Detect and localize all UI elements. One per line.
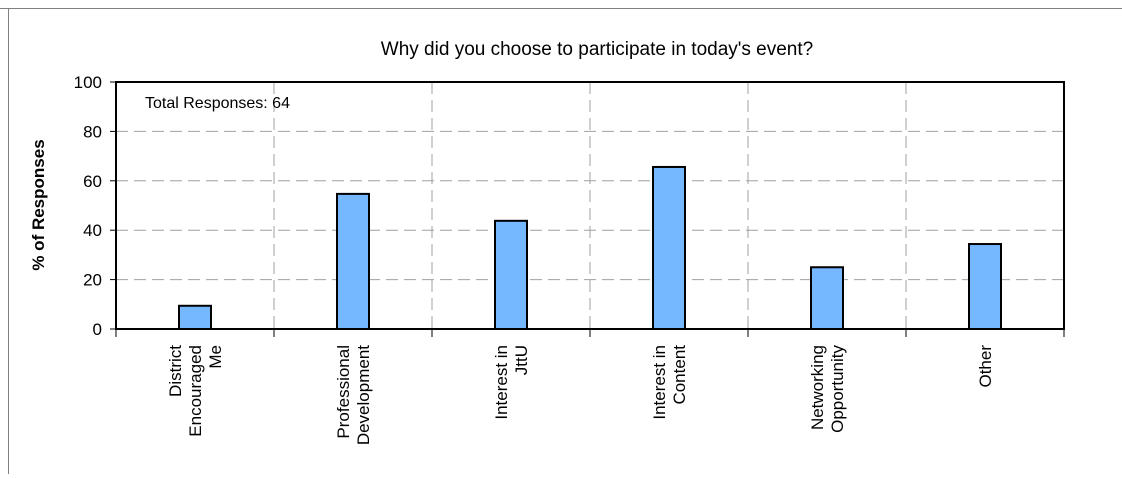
y-tick-label: 0 bbox=[93, 320, 102, 339]
x-category-label: Professional Development bbox=[334, 345, 373, 445]
x-category-label-line: Development bbox=[354, 345, 373, 445]
y-tick-label: 40 bbox=[83, 221, 102, 240]
y-tick-label: 60 bbox=[83, 172, 102, 191]
y-tick-label: 100 bbox=[74, 73, 102, 92]
total-responses-annotation: Total Responses: 64 bbox=[145, 95, 290, 112]
bar bbox=[810, 266, 844, 330]
x-category-label: Other bbox=[976, 345, 995, 388]
x-category-label: Interest in Content bbox=[650, 345, 689, 420]
y-tick-labels: 0 20 40 60 80 100 bbox=[74, 73, 102, 339]
bar bbox=[336, 192, 370, 330]
y-tick-label: 80 bbox=[83, 122, 102, 141]
x-category-label-line: Interest in bbox=[492, 345, 511, 420]
x-category-label-line: Encouraged bbox=[186, 345, 205, 437]
y-tick-label: 20 bbox=[83, 271, 102, 290]
x-category-label-line: Interest in bbox=[650, 345, 669, 420]
axes bbox=[110, 81, 1065, 337]
x-category-label: Networking Opportunity bbox=[808, 345, 847, 433]
x-category-label: Interest in JttU bbox=[492, 345, 531, 420]
x-category-label: District Encouraged Me bbox=[166, 345, 225, 437]
y-axis-label: % of Responses bbox=[29, 139, 48, 270]
bar bbox=[494, 219, 528, 330]
bar bbox=[178, 304, 212, 331]
x-category-label-line: District bbox=[166, 345, 185, 397]
bar bbox=[968, 243, 1002, 330]
x-category-label-line: Content bbox=[670, 345, 689, 405]
plot-area-border bbox=[115, 81, 1065, 330]
gridlines bbox=[116, 82, 1064, 329]
bar bbox=[652, 165, 686, 330]
chart-title: Why did you choose to participate in tod… bbox=[381, 39, 813, 60]
x-category-label-line: Opportunity bbox=[828, 345, 847, 433]
x-category-label-line: Professional bbox=[334, 345, 353, 439]
x-category-label-line: Me bbox=[206, 345, 225, 369]
x-category-label-line: JttU bbox=[512, 345, 531, 375]
x-category-label-line: Networking bbox=[808, 345, 827, 430]
x-category-label-line: Other bbox=[976, 345, 995, 388]
x-tick-labels: District Encouraged Me Professional Developm… bbox=[166, 345, 995, 446]
